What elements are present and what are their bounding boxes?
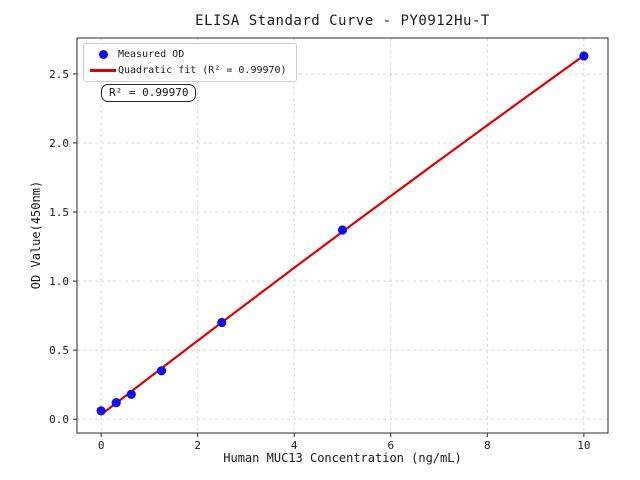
x-tick-label: 10 (577, 439, 590, 452)
x-tick-label: 4 (291, 439, 298, 452)
legend-item-quadratic-fit: Quadratic fit (R² = 0.99970) (88, 63, 287, 77)
legend-marker-cell (88, 49, 118, 59)
data-point (156, 366, 167, 376)
r-squared-annotation: R² = 0.99970 (101, 84, 197, 102)
data-point (337, 225, 348, 235)
data-point (579, 51, 589, 61)
data-point (217, 317, 227, 328)
y-tick-label: 2.5 (49, 68, 69, 81)
quadratic-fit-line (100, 54, 585, 416)
y-tick-label: 2.0 (49, 137, 69, 150)
legend-marker-cell (88, 68, 118, 72)
x-tick-label: 6 (387, 439, 394, 452)
scatter-marker-icon (98, 49, 108, 59)
chart-title: ELISA Standard Curve - PY0912Hu-T (195, 13, 490, 29)
y-tick-label: 0.0 (49, 413, 69, 426)
data-point (126, 389, 136, 399)
legend-label-measured-od: Measured OD (118, 48, 185, 60)
y-tick-label: 1.5 (49, 206, 69, 219)
x-tick-label: 0 (98, 439, 105, 452)
data-point (96, 406, 106, 416)
legend-label-quadratic-fit: Quadratic fit (R² = 0.99970) (118, 64, 287, 76)
y-tick-label: 1.0 (49, 275, 69, 288)
axes-frame (76, 37, 609, 434)
x-axis-label: Human MUC13 Concentration (ng/mL) (223, 451, 462, 465)
y-axis-label: OD Value(450nm) (29, 180, 43, 290)
x-tick-label: 2 (194, 439, 201, 452)
line-marker-icon (90, 68, 116, 72)
x-tick-label: 8 (484, 439, 491, 452)
y-tick-label: 0.5 (49, 344, 69, 357)
data-point (111, 398, 121, 408)
legend: Measured OD Quadratic fit (R² = 0.99970) (83, 43, 297, 82)
legend-item-measured-od: Measured OD (88, 47, 287, 61)
